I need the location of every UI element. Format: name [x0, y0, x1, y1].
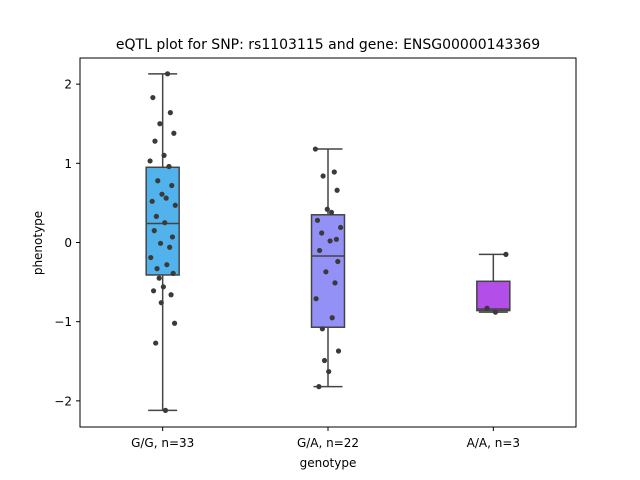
data-point: [335, 348, 342, 354]
data-point: [324, 206, 330, 212]
data-point: [153, 213, 159, 219]
data-point: [319, 326, 325, 332]
data-point: [162, 220, 168, 226]
data-point: [152, 138, 158, 144]
data-point: [164, 71, 171, 77]
data-point: [328, 209, 335, 216]
data-point: [156, 275, 162, 281]
data-point: [332, 280, 338, 286]
data-point: [171, 130, 177, 136]
data-point: [155, 178, 161, 184]
y-tick-label: −1: [54, 315, 72, 329]
data-point: [169, 234, 176, 240]
y-tick-label: −2: [54, 394, 72, 408]
data-point: [161, 152, 167, 158]
data-point: [172, 202, 178, 208]
data-point: [159, 191, 165, 197]
data-point: [162, 407, 169, 413]
data-point: [170, 270, 176, 276]
data-point: [149, 198, 155, 204]
data-point: [150, 288, 157, 294]
data-point: [314, 217, 321, 223]
x-axis: G/G, n=33 G/A, n=22 A/A, n=3: [131, 427, 520, 450]
data-point: [167, 110, 173, 116]
data-point: [157, 121, 163, 127]
data-point: [171, 320, 178, 326]
data-point: [316, 384, 322, 390]
y-axis-label: phenotype: [31, 211, 45, 275]
data-point: [338, 224, 344, 231]
y-tick-label: 0: [64, 236, 72, 250]
data-point: [334, 187, 340, 193]
data-point: [317, 247, 323, 254]
box-group: [310, 146, 346, 390]
x-tick-label: G/G, n=33: [131, 436, 194, 450]
data-point: [312, 146, 318, 152]
data-point: [169, 182, 175, 189]
data-point: [333, 236, 339, 242]
data-point: [168, 292, 174, 298]
box-group: [476, 251, 511, 315]
chart-title: eQTL plot for SNP: rs1103115 and gene: E…: [116, 37, 540, 53]
data-point: [484, 305, 490, 311]
x-tick-label: G/A, n=22: [297, 436, 359, 450]
data-point: [148, 254, 154, 261]
y-axis: −2 −1 0 1 2: [54, 78, 80, 408]
data-point: [158, 300, 164, 306]
data-point: [335, 258, 341, 265]
data-point: [331, 169, 337, 175]
data-point: [153, 340, 159, 346]
y-tick-label: 2: [64, 78, 72, 92]
data-point: [154, 266, 160, 272]
data-point: [320, 173, 326, 179]
data-point: [323, 269, 329, 275]
data-point: [151, 228, 157, 234]
data-point: [313, 296, 319, 302]
data-point: [166, 163, 172, 170]
data-point: [164, 262, 170, 268]
plot-area: [145, 71, 511, 413]
data-point: [326, 368, 332, 375]
data-point: [321, 357, 328, 364]
data-point: [319, 230, 325, 236]
data-point: [492, 309, 499, 315]
box: [476, 280, 511, 312]
y-tick-label: 1: [64, 157, 72, 171]
data-point: [147, 158, 153, 164]
data-point: [503, 251, 509, 257]
data-point: [157, 240, 164, 246]
data-point: [327, 238, 333, 244]
box-group: [145, 71, 180, 413]
data-point: [150, 94, 156, 101]
data-point: [163, 195, 169, 201]
data-point: [329, 315, 335, 321]
data-point: [160, 284, 166, 290]
x-axis-label: genotype: [300, 456, 357, 470]
x-tick-label: A/A, n=3: [467, 436, 520, 450]
data-point: [167, 244, 173, 250]
